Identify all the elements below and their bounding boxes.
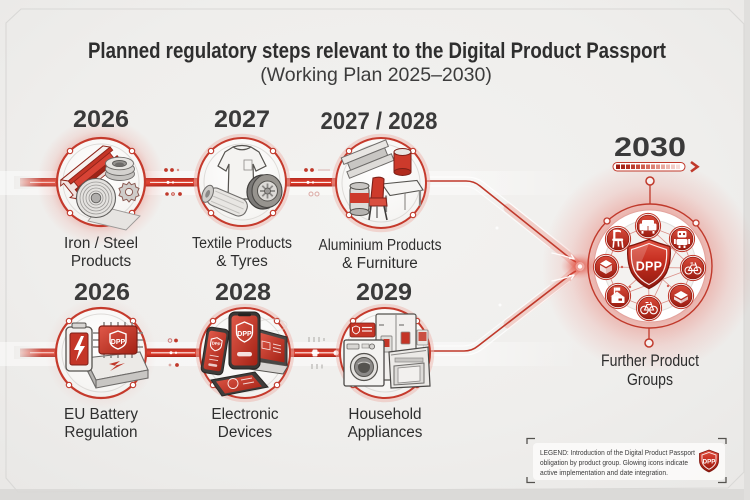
svg-text:LEGEND: Introduction of the Di: LEGEND: Introduction of the Digital Prod… xyxy=(540,448,696,457)
svg-text:Planned regulatory steps relev: Planned regulatory steps relevant to the… xyxy=(88,38,666,63)
svg-text:2029: 2029 xyxy=(356,279,412,306)
svg-text:(Working Plan 2025–2030): (Working Plan 2025–2030) xyxy=(260,64,492,86)
svg-text:Iron / Steel: Iron / Steel xyxy=(64,235,138,252)
svg-text:Devices: Devices xyxy=(218,424,273,441)
svg-text:& Furniture: & Furniture xyxy=(342,255,418,272)
svg-text:DPP: DPP xyxy=(636,260,663,274)
svg-text:& Tyres: & Tyres xyxy=(216,253,268,270)
svg-text:Appliances: Appliances xyxy=(348,424,423,441)
svg-text:Further Product: Further Product xyxy=(601,351,699,370)
svg-text:Textile Products: Textile Products xyxy=(192,235,292,252)
svg-text:Household: Household xyxy=(348,406,421,423)
svg-text:2030: 2030 xyxy=(614,132,686,162)
svg-text:active implementation and date: active implementation and date integrati… xyxy=(540,468,668,477)
svg-text:2027 / 2028: 2027 / 2028 xyxy=(321,108,438,135)
svg-text:Regulation: Regulation xyxy=(64,424,137,441)
svg-text:2028: 2028 xyxy=(215,279,271,306)
svg-text:DPP: DPP xyxy=(212,340,221,346)
svg-text:DPP: DPP xyxy=(111,339,126,346)
svg-text:2026: 2026 xyxy=(74,279,130,306)
svg-text:DPP: DPP xyxy=(237,331,252,338)
svg-text:Products: Products xyxy=(71,253,132,270)
svg-text:2026: 2026 xyxy=(73,106,129,133)
svg-text:Aluminium Products: Aluminium Products xyxy=(319,237,442,254)
svg-text:Groups: Groups xyxy=(627,370,673,389)
svg-text:EU Battery: EU Battery xyxy=(64,406,138,423)
svg-text:DPP: DPP xyxy=(703,459,716,466)
svg-text:obligation by product group. G: obligation by product group. Glowing ico… xyxy=(540,458,688,467)
svg-text:Electronic: Electronic xyxy=(211,406,279,423)
svg-text:2027: 2027 xyxy=(214,106,270,133)
